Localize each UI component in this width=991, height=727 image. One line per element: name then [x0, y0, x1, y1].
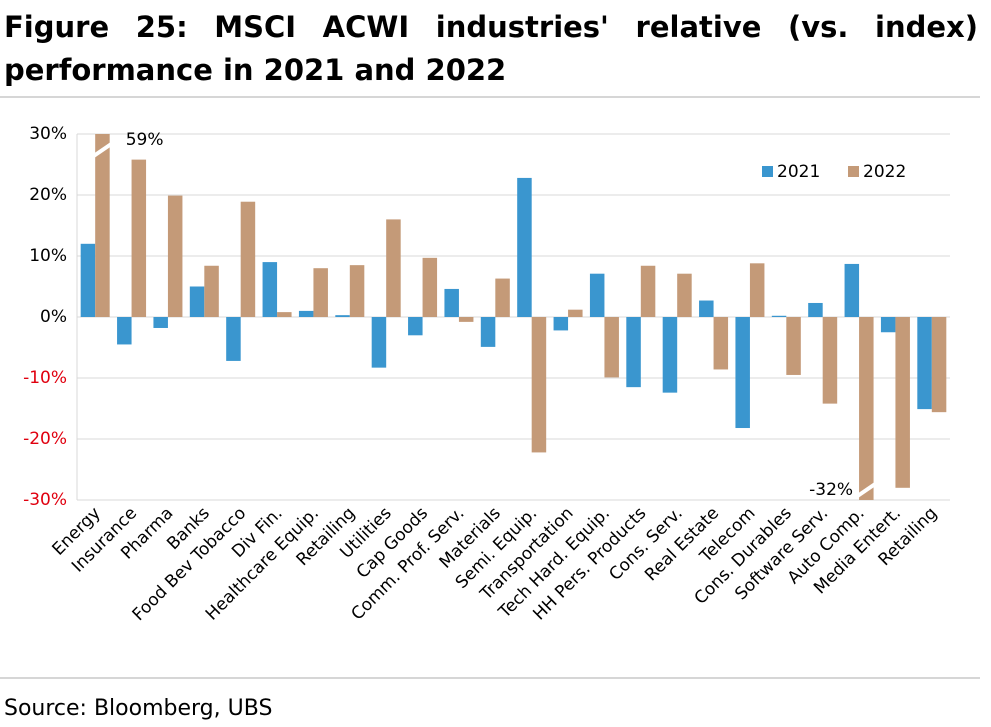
y-tick-label: 30% — [29, 124, 67, 144]
bar — [531, 317, 547, 453]
bar — [480, 317, 496, 347]
bar — [859, 317, 874, 500]
bar — [844, 263, 860, 317]
bar — [313, 268, 328, 317]
source: Source: Bloomberg, UBS — [4, 696, 273, 721]
bar — [822, 317, 838, 404]
bar — [458, 317, 474, 322]
bar — [335, 315, 350, 317]
y-tick-label: -20% — [23, 429, 67, 449]
bar — [422, 257, 438, 317]
divider — [0, 677, 980, 679]
bar — [568, 309, 583, 317]
bar — [277, 312, 292, 317]
bar — [95, 134, 110, 317]
bar — [262, 262, 278, 317]
value-label: -32% — [809, 480, 853, 500]
bars — [80, 134, 947, 500]
bar — [626, 317, 641, 388]
bar — [408, 317, 423, 336]
value-label: 59% — [126, 130, 164, 150]
y-tick-label: -10% — [23, 368, 67, 388]
bar — [153, 317, 168, 328]
y-tick-label: 10% — [29, 246, 67, 266]
bar — [204, 265, 219, 317]
divider — [0, 96, 980, 98]
bar — [80, 243, 96, 317]
bar — [189, 286, 205, 317]
bar — [895, 317, 910, 488]
chart-title: Figure 25: MSCI ACWI industries' relativ… — [4, 10, 978, 87]
bar — [371, 317, 387, 368]
bar — [917, 317, 932, 410]
bar — [677, 273, 692, 317]
bar — [749, 263, 765, 317]
legend-swatch — [762, 166, 773, 177]
chart: -30%-20%-10%0%10%20%30%Energy59%Insuranc… — [23, 124, 950, 625]
bar — [699, 300, 714, 317]
bar — [349, 265, 365, 317]
axis-break — [854, 481, 878, 499]
y-tick-label: -30% — [23, 490, 67, 510]
y-tick-label: 0% — [40, 307, 67, 327]
bar — [167, 195, 183, 317]
bar — [495, 278, 510, 317]
bar — [604, 317, 619, 378]
bar — [931, 317, 947, 413]
bar — [517, 177, 532, 317]
legend-label: 2022 — [863, 162, 906, 182]
bar — [589, 273, 605, 317]
bar — [240, 201, 256, 317]
bar — [640, 265, 656, 317]
bar — [713, 317, 729, 370]
legend-label: 2021 — [777, 162, 820, 182]
bar — [880, 317, 896, 333]
bar — [662, 317, 678, 393]
bar — [444, 288, 459, 317]
bar — [386, 219, 401, 317]
bar — [808, 302, 823, 317]
bar — [735, 317, 750, 429]
bar — [117, 317, 132, 345]
bar — [131, 159, 147, 317]
bar — [226, 317, 241, 361]
legend-swatch — [848, 166, 859, 177]
bar — [298, 310, 314, 317]
bar — [553, 317, 569, 331]
y-tick-label: 20% — [29, 185, 67, 205]
bar — [786, 317, 801, 375]
bar — [771, 315, 787, 317]
axis-break — [91, 141, 114, 159]
